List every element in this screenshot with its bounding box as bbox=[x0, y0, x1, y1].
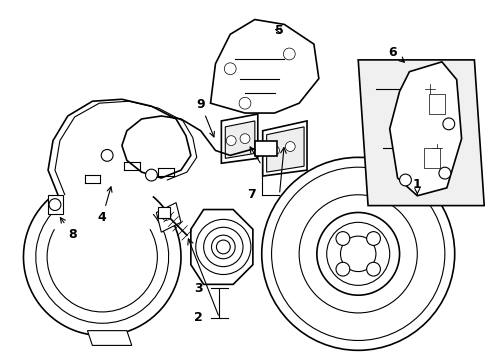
Circle shape bbox=[453, 73, 457, 77]
Polygon shape bbox=[190, 210, 252, 284]
Text: 9: 9 bbox=[196, 98, 214, 137]
Text: 7: 7 bbox=[247, 188, 256, 201]
Circle shape bbox=[261, 157, 454, 350]
Circle shape bbox=[239, 97, 250, 109]
Polygon shape bbox=[428, 94, 444, 114]
Circle shape bbox=[211, 235, 235, 259]
Text: 4: 4 bbox=[98, 187, 112, 224]
Circle shape bbox=[283, 48, 295, 60]
Circle shape bbox=[386, 199, 390, 203]
Circle shape bbox=[413, 199, 417, 203]
Circle shape bbox=[457, 104, 461, 108]
Circle shape bbox=[366, 231, 380, 246]
Text: 3: 3 bbox=[194, 282, 203, 295]
Circle shape bbox=[429, 104, 433, 108]
Text: 1: 1 bbox=[412, 179, 421, 194]
Circle shape bbox=[399, 174, 410, 186]
Circle shape bbox=[438, 167, 450, 179]
Circle shape bbox=[402, 104, 406, 108]
Polygon shape bbox=[156, 203, 181, 232]
Text: 6: 6 bbox=[387, 45, 404, 62]
Polygon shape bbox=[48, 195, 63, 215]
Polygon shape bbox=[358, 60, 483, 206]
Circle shape bbox=[465, 167, 468, 171]
Polygon shape bbox=[423, 148, 439, 168]
Text: 2: 2 bbox=[194, 311, 203, 324]
Circle shape bbox=[370, 73, 374, 77]
Circle shape bbox=[382, 167, 386, 171]
Circle shape bbox=[335, 231, 349, 246]
Circle shape bbox=[442, 118, 454, 130]
Circle shape bbox=[285, 141, 295, 152]
Circle shape bbox=[433, 136, 437, 140]
Circle shape bbox=[101, 149, 113, 161]
Circle shape bbox=[366, 262, 380, 276]
Circle shape bbox=[216, 240, 230, 254]
Circle shape bbox=[423, 84, 435, 95]
Polygon shape bbox=[221, 114, 257, 163]
Circle shape bbox=[224, 63, 236, 75]
Polygon shape bbox=[158, 207, 170, 219]
Circle shape bbox=[145, 169, 157, 181]
Circle shape bbox=[441, 199, 445, 203]
Circle shape bbox=[461, 136, 465, 140]
Circle shape bbox=[240, 134, 249, 144]
Circle shape bbox=[226, 136, 236, 145]
Circle shape bbox=[49, 199, 61, 211]
Polygon shape bbox=[87, 330, 131, 345]
Circle shape bbox=[378, 136, 382, 140]
Polygon shape bbox=[266, 127, 304, 172]
Circle shape bbox=[409, 167, 413, 171]
Circle shape bbox=[340, 236, 375, 271]
Polygon shape bbox=[210, 19, 318, 113]
Polygon shape bbox=[262, 121, 306, 176]
Circle shape bbox=[161, 211, 171, 220]
Text: 5: 5 bbox=[275, 24, 283, 37]
Circle shape bbox=[335, 262, 349, 276]
Polygon shape bbox=[254, 141, 277, 156]
Circle shape bbox=[425, 73, 429, 77]
Circle shape bbox=[406, 136, 409, 140]
Circle shape bbox=[437, 167, 441, 171]
Polygon shape bbox=[225, 121, 254, 158]
Circle shape bbox=[398, 73, 402, 77]
Circle shape bbox=[374, 104, 378, 108]
Polygon shape bbox=[389, 62, 461, 196]
Circle shape bbox=[468, 199, 472, 203]
Circle shape bbox=[269, 145, 279, 156]
Circle shape bbox=[430, 143, 442, 154]
Text: 8: 8 bbox=[60, 218, 77, 240]
Circle shape bbox=[316, 212, 399, 295]
